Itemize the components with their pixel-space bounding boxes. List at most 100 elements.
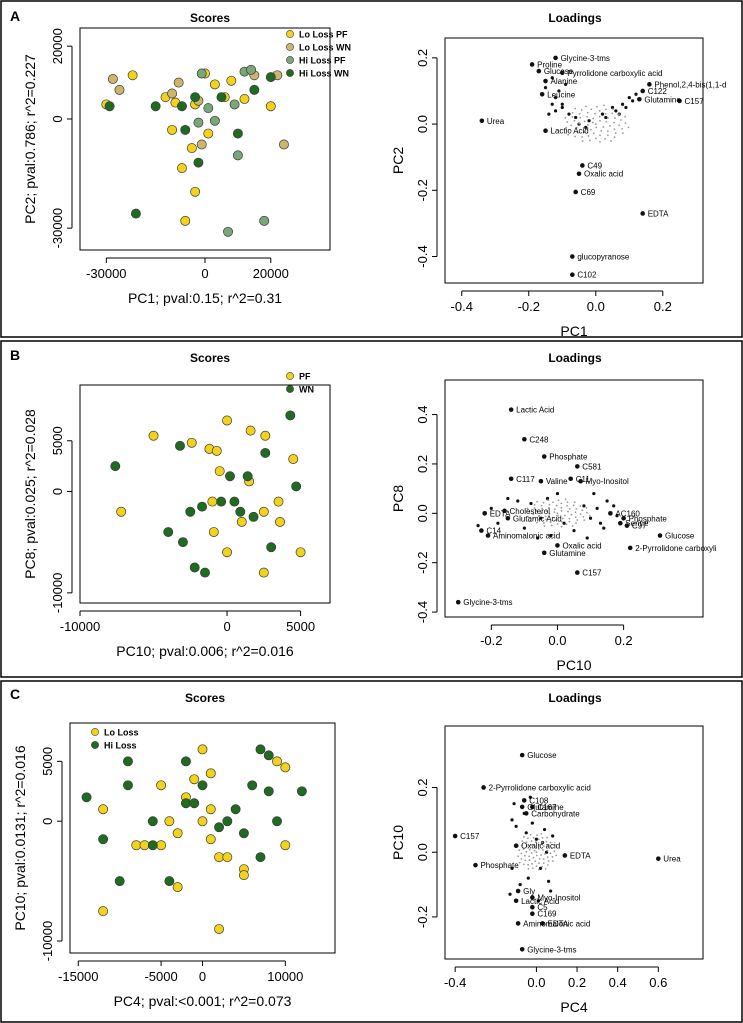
loading-label-B_loadings: Aminomalonic acid <box>493 532 560 541</box>
loading-cloud-dot-A_loadings <box>604 113 607 115</box>
loading-label-B_loadings: Valine <box>546 477 568 486</box>
score-point-C_scores-lo <box>205 804 216 815</box>
loading-point-B_loadings <box>657 533 663 538</box>
x-tick-label-B_scores: -10000 <box>60 619 100 634</box>
loading-point-A_loadings <box>560 105 564 110</box>
loading-point-C_loadings <box>530 821 534 825</box>
loading-cloud-dot-A_loadings <box>575 126 578 129</box>
loading-cloud-dot-C_loadings <box>535 851 538 854</box>
loading-cloud-dot-A_loadings <box>600 130 603 132</box>
loading-label-A_loadings: C102 <box>577 271 597 280</box>
loading-point-A_loadings <box>564 82 568 86</box>
loading-cloud-dot-B_loadings <box>581 509 584 512</box>
score-point-C_scores-lo <box>156 780 167 791</box>
score-point-C_scores-lo <box>280 762 291 773</box>
x-tick-label-B_loadings: 0.0 <box>548 633 566 648</box>
loading-cloud-dot-B_loadings <box>548 513 551 515</box>
loading-label-B_loadings: Cholesterol <box>510 507 551 516</box>
legend-marker-A_scores <box>286 69 294 77</box>
loading-cloud-dot-B_loadings <box>548 506 550 509</box>
loading-label-C_loadings: Urea <box>663 855 681 864</box>
plot-frame-A_loadings <box>444 37 704 284</box>
x-axis-label-A_scores: PC1; pval:0.15; r^2=0.31 <box>128 290 282 306</box>
loading-cloud-dot-C_loadings <box>547 860 550 862</box>
loading-point-A_loadings <box>559 70 565 76</box>
loading-cloud-dot-B_loadings <box>537 515 540 517</box>
loading-cloud-dot-A_loadings <box>586 111 589 114</box>
loading-point-B_loadings <box>522 436 527 442</box>
loading-cloud-dot-C_loadings <box>528 848 531 851</box>
loading-cloud-dot-C_loadings <box>538 857 541 860</box>
loading-label-C_loadings: EDTA <box>548 919 569 928</box>
loading-cloud-dot-B_loadings <box>541 507 544 510</box>
loading-cloud-dot-A_loadings <box>613 136 616 139</box>
loading-cloud-dot-C_loadings <box>540 854 542 856</box>
loading-cloud-dot-C_loadings <box>535 854 538 857</box>
score-point-B_scores-wn <box>110 461 121 472</box>
loading-point-A_loadings <box>637 96 642 102</box>
loading-cloud-dot-C_loadings <box>549 841 552 844</box>
loading-cloud-dot-C_loadings <box>527 867 530 870</box>
loading-point-A_loadings <box>604 115 608 120</box>
loading-point-B_loadings <box>489 506 493 510</box>
score-point-A_scores-hi_wn <box>180 124 191 135</box>
score-point-C_scores-hi <box>180 798 191 809</box>
loading-cloud-dot-A_loadings <box>606 130 609 133</box>
score-point-B_scores-pf <box>258 506 269 517</box>
score-point-B_scores-wn <box>242 471 253 482</box>
score-point-C_scores-lo <box>222 852 233 863</box>
loading-cloud-dot-C_loadings <box>553 844 556 846</box>
legend-marker-B_scores <box>286 372 294 380</box>
loading-cloud-dot-A_loadings <box>574 135 576 138</box>
loading-cloud-dot-B_loadings <box>551 516 554 519</box>
x-tick-label-B_scores: 0 <box>223 619 230 634</box>
loading-cloud-dot-B_loadings <box>564 498 567 501</box>
y-tick-label-A_scores: 20000 <box>50 28 65 64</box>
x-tick-label-A_loadings: 0.0 <box>587 299 605 314</box>
loading-label-C_loadings: C169 <box>537 910 557 919</box>
score-point-A_scores-lo_wn <box>173 77 184 88</box>
loading-cloud-dot-B_loadings <box>548 503 551 506</box>
loading-label-C_loadings: Myo-Inositol <box>537 894 580 903</box>
x-tick-label-C_scores: 10000 <box>267 969 303 984</box>
loading-cloud-dot-A_loadings <box>570 130 573 132</box>
loading-cloud-dot-A_loadings <box>609 125 611 127</box>
x-axis-label-B_loadings: PC10 <box>556 657 591 673</box>
score-point-B_scores-wn <box>235 506 246 517</box>
loading-cloud-dot-B_loadings <box>536 500 539 503</box>
loading-cloud-dot-C_loadings <box>546 856 549 859</box>
loading-cloud-dot-A_loadings <box>610 140 612 142</box>
loading-label-B_loadings: Myo-Inositol <box>586 477 629 486</box>
score-point-B_scores-wn <box>248 511 259 522</box>
loading-cloud-dot-C_loadings <box>524 859 527 862</box>
x-tick-label-C_loadings: 0.6 <box>649 975 667 990</box>
score-point-C_scores-lo <box>98 906 109 917</box>
loading-point-C_loadings <box>510 818 514 822</box>
score-point-C_scores-lo <box>205 768 216 779</box>
loading-cloud-dot-C_loadings <box>530 852 533 854</box>
loading-cloud-dot-B_loadings <box>576 519 579 521</box>
loading-cloud-dot-B_loadings <box>560 520 563 523</box>
loading-cloud-dot-A_loadings <box>620 119 622 121</box>
loading-point-A_loadings <box>570 254 575 259</box>
score-point-C_scores-hi <box>123 780 133 791</box>
loading-cloud-dot-B_loadings <box>535 509 538 512</box>
y-axis-label-C_loadings: PC10 <box>390 825 406 860</box>
loading-point-B_loadings <box>482 511 487 516</box>
loading-point-B_loadings <box>506 496 510 501</box>
loading-label-A_loadings: Oxalic acid <box>584 170 623 179</box>
loading-cloud-dot-A_loadings <box>607 117 609 119</box>
score-point-A_scores-hi_pf <box>193 117 204 128</box>
loading-cloud-dot-C_loadings <box>530 840 533 842</box>
loading-cloud-dot-B_loadings <box>561 517 564 520</box>
score-point-B_scores-wn <box>266 542 277 553</box>
loading-label-C_loadings: C5 <box>537 903 548 912</box>
loading-point-C_loadings <box>526 876 530 880</box>
loading-cloud-dot-C_loadings <box>523 854 526 857</box>
loading-label-A_loadings: Glutamine <box>644 95 681 104</box>
loading-label-B_loadings: C11 <box>576 475 591 484</box>
x-axis-label-C_scores: PC4; pval:<0.001; r^2=0.073 <box>114 993 292 1009</box>
loading-point-C_loadings <box>510 866 514 870</box>
loading-point-C_loadings <box>508 892 512 896</box>
